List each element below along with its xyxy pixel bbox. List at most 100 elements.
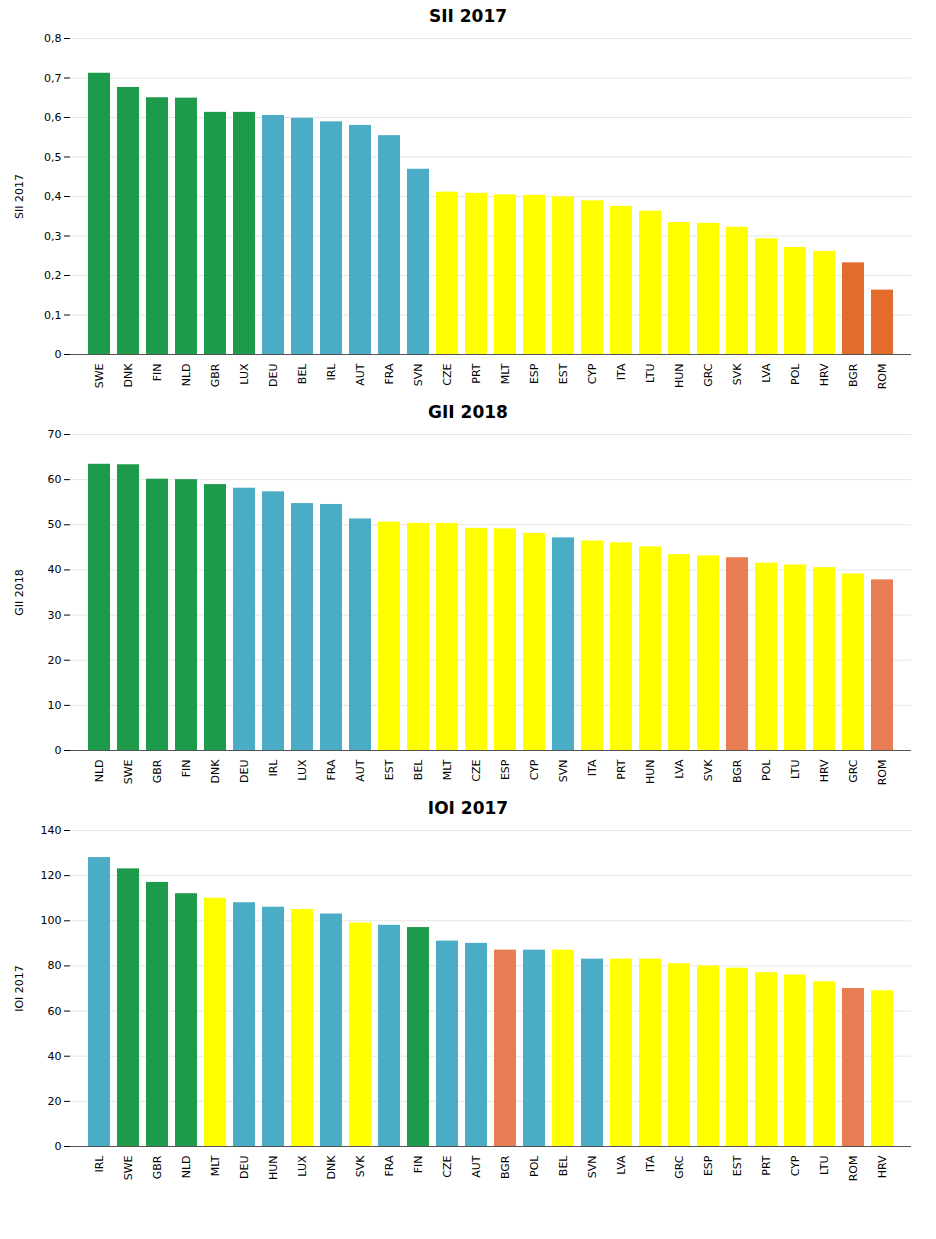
svg-text:HUN: HUN xyxy=(267,1156,280,1181)
svg-text:30: 30 xyxy=(48,609,62,622)
svg-text:NLD: NLD xyxy=(93,760,106,783)
svg-text:BGR: BGR xyxy=(847,363,860,387)
svg-text:HUN: HUN xyxy=(673,364,686,389)
svg-text:0: 0 xyxy=(55,744,62,757)
svg-text:0,3: 0,3 xyxy=(44,230,62,243)
svg-text:120: 120 xyxy=(41,869,62,882)
svg-text:DNK: DNK xyxy=(122,363,135,388)
svg-text:60: 60 xyxy=(48,473,62,486)
svg-text:0,5: 0,5 xyxy=(44,151,62,164)
svg-text:70: 70 xyxy=(48,428,62,441)
svg-text:LTU: LTU xyxy=(644,364,657,383)
svg-text:IOI 2017: IOI 2017 xyxy=(13,965,26,1012)
svg-text:EST: EST xyxy=(731,1155,744,1176)
svg-text:CZE: CZE xyxy=(441,363,454,385)
svg-text:FRA: FRA xyxy=(383,363,396,385)
svg-text:40: 40 xyxy=(48,1050,62,1063)
svg-text:CYP: CYP xyxy=(789,1155,802,1176)
svg-text:LUX: LUX xyxy=(296,1155,309,1177)
svg-text:SVN: SVN xyxy=(557,760,570,783)
svg-text:HRV: HRV xyxy=(818,363,831,386)
svg-text:ROM: ROM xyxy=(847,1156,860,1182)
svg-text:10: 10 xyxy=(48,699,62,712)
svg-text:ROM: ROM xyxy=(876,364,889,390)
svg-text:BEL: BEL xyxy=(557,1155,570,1176)
svg-text:CYP: CYP xyxy=(528,759,541,780)
svg-text:POL: POL xyxy=(528,1155,541,1177)
svg-text:ROM: ROM xyxy=(876,760,889,786)
svg-text:NLD: NLD xyxy=(180,364,193,387)
svg-text:SVK: SVK xyxy=(354,1155,367,1178)
svg-text:GBR: GBR xyxy=(151,759,164,783)
svg-text:AUT: AUT xyxy=(354,363,367,386)
svg-text:LVA: LVA xyxy=(760,363,773,383)
svg-text:CZE: CZE xyxy=(441,1155,454,1177)
svg-text:LTU: LTU xyxy=(789,760,802,779)
svg-text:FRA: FRA xyxy=(383,1155,396,1177)
svg-text:IRL: IRL xyxy=(267,759,280,777)
svg-text:0,4: 0,4 xyxy=(44,190,62,203)
svg-text:ESP: ESP xyxy=(499,759,512,780)
svg-text:FIN: FIN xyxy=(412,1156,425,1174)
svg-text:LUX: LUX xyxy=(296,759,309,781)
svg-text:0,7: 0,7 xyxy=(44,72,62,85)
svg-text:GRC: GRC xyxy=(702,363,715,387)
svg-text:ESP: ESP xyxy=(528,363,541,384)
svg-text:MLT: MLT xyxy=(499,363,512,384)
svg-text:SVK: SVK xyxy=(702,759,715,782)
svg-text:0,1: 0,1 xyxy=(44,309,62,322)
svg-text:NLD: NLD xyxy=(180,1156,193,1179)
svg-text:AUT: AUT xyxy=(470,1155,483,1178)
svg-text:MLT: MLT xyxy=(441,759,454,780)
svg-text:SVN: SVN xyxy=(586,1156,599,1179)
svg-text:PRT: PRT xyxy=(760,1155,773,1175)
svg-text:SVN: SVN xyxy=(412,364,425,387)
svg-text:BEL: BEL xyxy=(412,759,425,780)
svg-text:FIN: FIN xyxy=(151,364,164,382)
svg-text:GBR: GBR xyxy=(151,1155,164,1179)
svg-text:ITA: ITA xyxy=(615,363,628,380)
svg-text:HUN: HUN xyxy=(644,760,657,785)
svg-text:SWE: SWE xyxy=(122,1155,135,1180)
svg-text:60: 60 xyxy=(48,1005,62,1018)
svg-text:DNK: DNK xyxy=(325,1155,338,1180)
svg-text:AUT: AUT xyxy=(354,759,367,782)
svg-text:HRV: HRV xyxy=(818,759,831,782)
svg-text:GRC: GRC xyxy=(847,759,860,783)
svg-text:SWE: SWE xyxy=(122,759,135,784)
svg-text:BGR: BGR xyxy=(731,759,744,783)
svg-text:50: 50 xyxy=(48,518,62,531)
svg-text:FIN: FIN xyxy=(180,760,193,778)
svg-text:DEU: DEU xyxy=(238,760,251,783)
svg-text:40: 40 xyxy=(48,563,62,576)
svg-text:BGR: BGR xyxy=(499,1155,512,1179)
svg-text:BEL: BEL xyxy=(296,363,309,384)
svg-text:SWE: SWE xyxy=(93,363,106,388)
svg-text:20: 20 xyxy=(48,654,62,667)
svg-text:LVA: LVA xyxy=(615,1155,628,1175)
svg-text:DEU: DEU xyxy=(267,364,280,387)
svg-text:PRT: PRT xyxy=(615,759,628,779)
svg-text:ESP: ESP xyxy=(702,1155,715,1176)
svg-text:IRL: IRL xyxy=(93,1155,106,1173)
svg-text:140: 140 xyxy=(41,824,62,837)
svg-text:CZE: CZE xyxy=(470,759,483,781)
svg-text:GBR: GBR xyxy=(209,363,222,387)
svg-text:SII 2017: SII 2017 xyxy=(13,174,26,219)
svg-text:POL: POL xyxy=(760,759,773,781)
svg-text:0: 0 xyxy=(55,348,62,361)
svg-text:PRT: PRT xyxy=(470,363,483,383)
svg-text:LTU: LTU xyxy=(818,1156,831,1175)
svg-text:GRC: GRC xyxy=(673,1155,686,1179)
svg-text:80: 80 xyxy=(48,959,62,972)
svg-text:LUX: LUX xyxy=(238,363,251,385)
svg-text:FRA: FRA xyxy=(325,759,338,781)
svg-text:DNK: DNK xyxy=(209,759,222,784)
svg-text:0,6: 0,6 xyxy=(44,111,62,124)
svg-text:SVK: SVK xyxy=(731,363,744,386)
svg-text:100: 100 xyxy=(41,914,62,927)
svg-text:0,2: 0,2 xyxy=(44,269,62,282)
svg-text:LVA: LVA xyxy=(673,759,686,779)
svg-text:HRV: HRV xyxy=(876,1155,889,1178)
svg-text:IRL: IRL xyxy=(325,363,338,381)
